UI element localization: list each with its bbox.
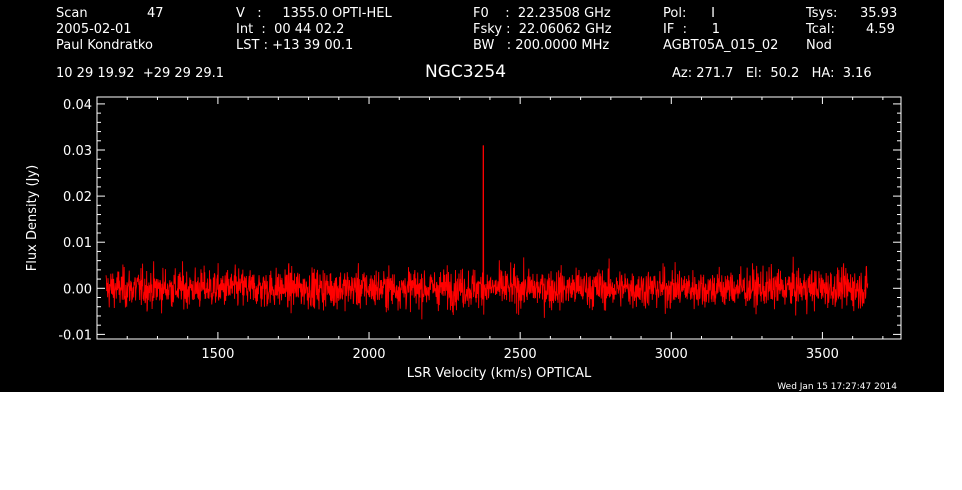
x-tick-label: 2000 xyxy=(352,347,385,362)
observation-date: 2005-02-01 xyxy=(56,22,132,37)
y-tick-label: 0.01 xyxy=(63,236,92,251)
x-axis-label: LSR Velocity (km/s) OPTICAL xyxy=(407,366,592,381)
rest-frequency-line: F0 : 22.23508 GHz xyxy=(473,6,611,21)
x-tick-label: 1500 xyxy=(201,347,234,362)
integration-line: Int : 00 44 02.2 xyxy=(236,22,345,37)
x-tick-label: 3500 xyxy=(806,347,839,362)
tsys-label: Tsys: xyxy=(806,6,838,21)
source-name: NGC3254 xyxy=(425,62,507,82)
plot-panel: Scan 47 2005-02-01 Paul Kondratko 10 29 … xyxy=(0,0,944,392)
if-line: IF : 1 xyxy=(663,22,721,37)
y-tick-label: 0.03 xyxy=(63,144,92,159)
spectrum-chart: 1500 2000 2500 3000 3500 -0.01 0.00 0.01 0.02 0.0… xyxy=(25,96,902,392)
tcal-value: 4.59 xyxy=(866,22,895,37)
spectrum-trace xyxy=(105,145,869,320)
sky-frequency-line: Fsky : 22.06062 GHz xyxy=(473,22,612,37)
y-tick-label: -0.01 xyxy=(58,328,92,343)
bandwidth-line: BW : 200.0000 MHz xyxy=(473,38,610,53)
y-tick-label: 0.02 xyxy=(63,190,92,205)
az-el-ha-line: Az: 271.7 El: 50.2 HA: 3.16 xyxy=(672,66,872,81)
polarization-line: Pol: I xyxy=(663,6,715,21)
tsys-value: 35.93 xyxy=(860,6,898,21)
plot-frame xyxy=(96,96,902,340)
plot-timestamp: Wed Jan 15 17:27:47 2014 xyxy=(777,382,897,392)
scan-label: Scan xyxy=(56,6,88,21)
lst-line: LST : +13 39 00.1 xyxy=(236,38,354,53)
y-tick-label: 0.00 xyxy=(63,282,92,297)
y-tick-label: 0.04 xyxy=(63,98,92,113)
source-coordinates: 10 29 19.92 +29 29 29.1 xyxy=(56,66,225,81)
velocity-line: V : 1355.0 OPTI-HEL xyxy=(236,6,392,21)
x-tick-label: 3000 xyxy=(655,347,688,362)
tcal-label: Tcal: xyxy=(806,22,835,37)
project-id: AGBT05A_015_02 xyxy=(663,38,779,53)
x-tick-label: 2500 xyxy=(504,347,537,362)
switching-mode: Nod xyxy=(806,38,832,53)
scan-number: 47 xyxy=(147,6,164,21)
observer-name: Paul Kondratko xyxy=(56,38,153,53)
y-axis-label: Flux Density (Jy) xyxy=(25,165,40,271)
